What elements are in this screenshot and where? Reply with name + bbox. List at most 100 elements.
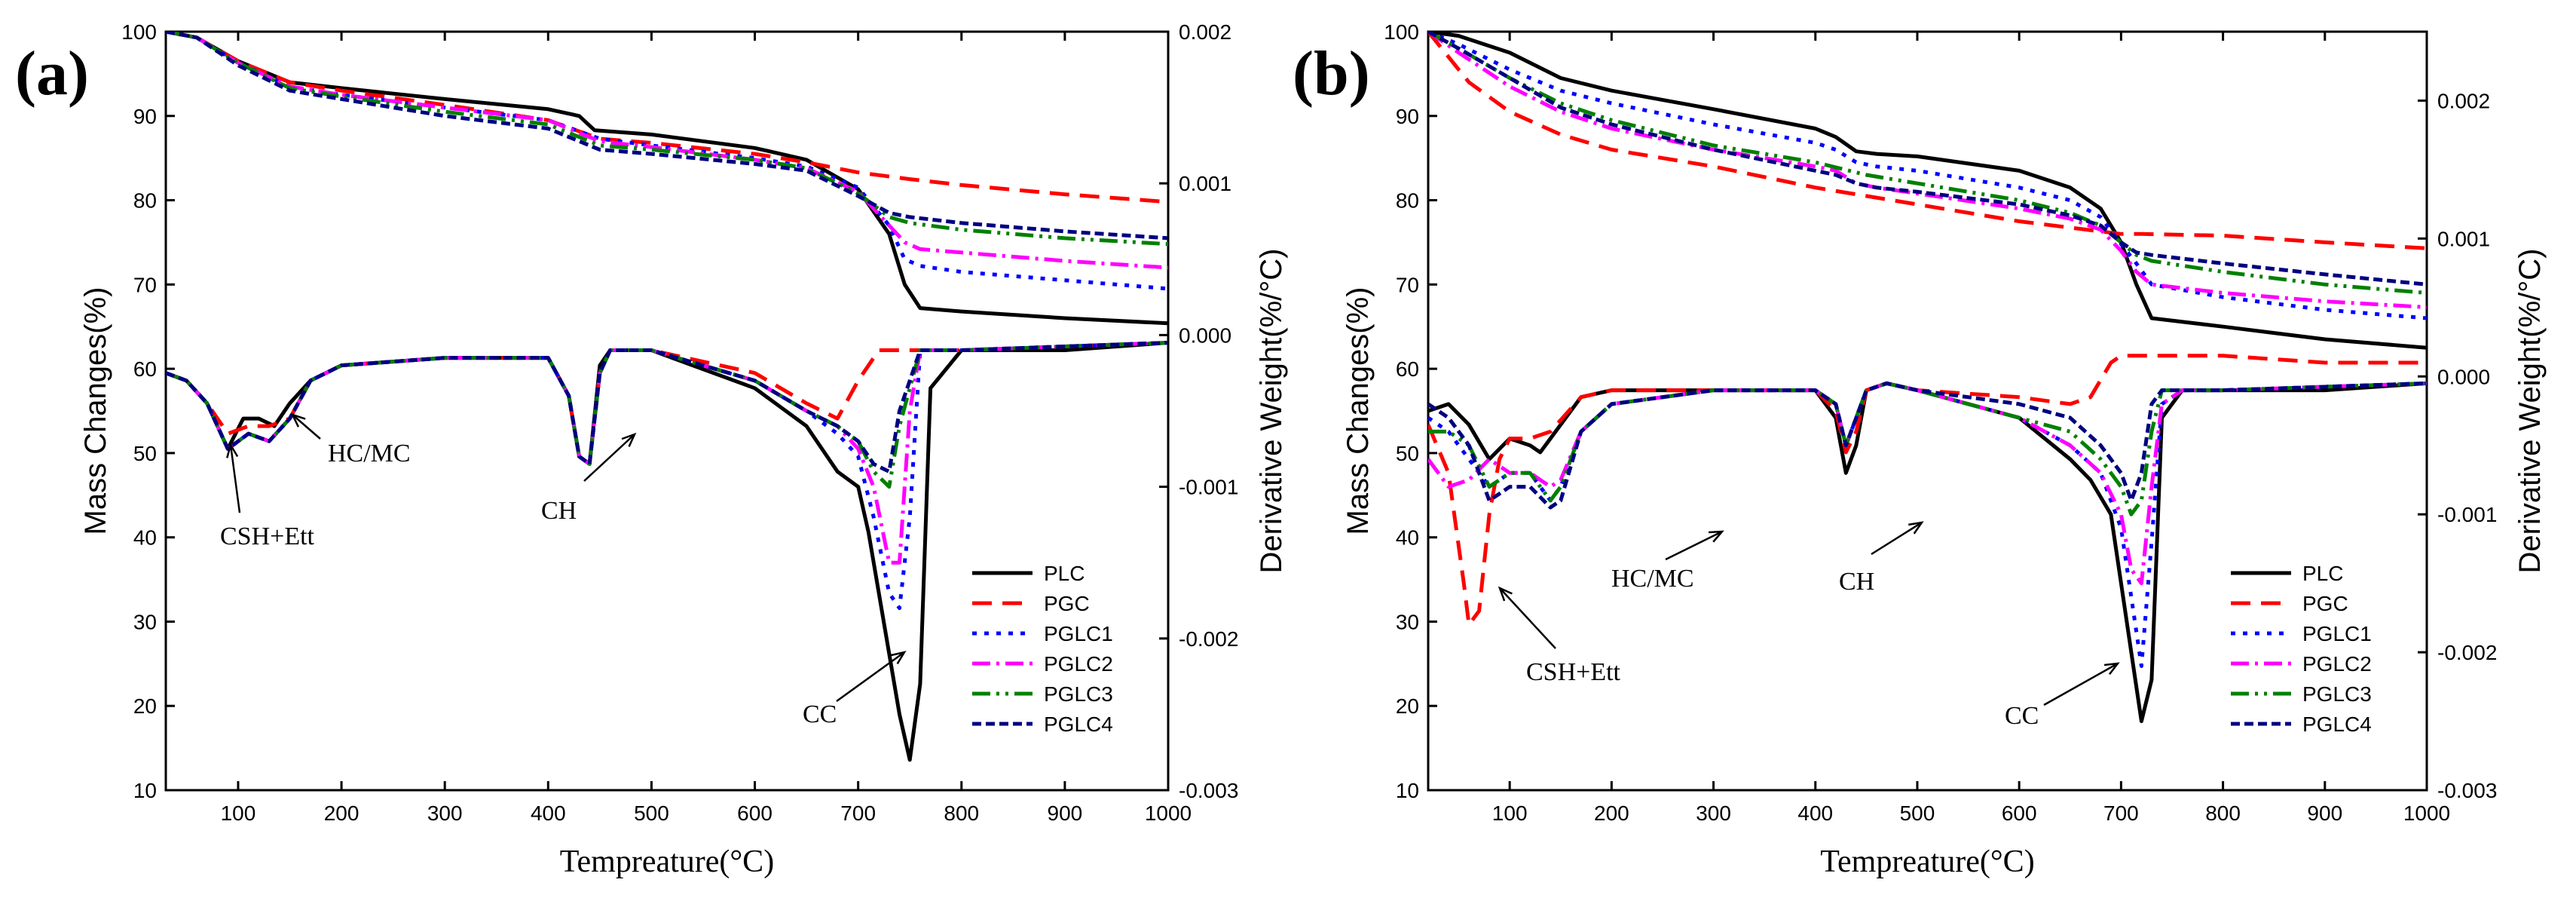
x-tick-label: 300 (427, 801, 463, 825)
dtg-line-pgc (166, 341, 1168, 466)
x-tick-label: 200 (324, 801, 359, 825)
y-right-tick-label: 0.002 (1179, 20, 1231, 44)
annotation-csh-ett: CSH+Ett (1526, 658, 1621, 686)
legend-label-pgc: PGC (2302, 592, 2348, 615)
chart-panel-b: 100 200 300 400 500 600 700 800 900 1000 10 20 30 40 5… (1293, 20, 2547, 879)
y-right-tick-label: -0.003 (2437, 779, 2497, 802)
y-right-tick-label: -0.003 (1179, 779, 1238, 802)
dtg-line-pglc3 (166, 341, 1168, 489)
y-left-tick-label: 20 (133, 694, 157, 718)
legend-label-pglc1: PGLC1 (2302, 622, 2372, 645)
legend-label-pglc2: PGLC2 (2302, 652, 2372, 676)
y-left-tick-label: 30 (133, 610, 157, 633)
dtg-line-pglc2 (166, 341, 1168, 565)
annotation-arrow-hc-mc (292, 414, 321, 440)
x-tick-label: 900 (2307, 801, 2342, 825)
y-left-tick-label: 40 (133, 526, 157, 550)
y-right-tick-label: 0.001 (1179, 172, 1231, 195)
y-left-tick-label: 50 (1396, 442, 1419, 465)
y-right-axis-title: Derivative Weight(%/°C) (1255, 249, 1288, 574)
plot-frame (164, 30, 1170, 792)
annotation-arrow-cc (2043, 662, 2119, 706)
mass-line-plc (1428, 32, 2427, 350)
annotation-cc: CC (803, 700, 837, 728)
legend-label-pglc2: PGLC2 (1044, 652, 1113, 676)
annotation-arrowhead-csh-ett (1498, 586, 1513, 602)
y-right-tick-label: -0.002 (1179, 627, 1238, 651)
dtg-line-pglc1 (1428, 381, 2427, 668)
annotation-arrow-ch (1871, 521, 1923, 556)
annotation-arrow-ch (583, 434, 635, 482)
mass-line-pglc1 (1428, 32, 2427, 320)
x-tick-label: 500 (634, 801, 669, 825)
mass-line-pglc2 (1428, 32, 2427, 309)
x-tick-label: 400 (1797, 801, 1833, 825)
y-left-tick-label: 90 (1396, 105, 1419, 128)
annotation-arrow-hc-mc (1665, 530, 1723, 561)
y-left-tick-label: 90 (133, 105, 157, 128)
annotation-arrowhead-hc-mc (1708, 530, 1724, 543)
y-left-tick-label: 60 (1396, 357, 1419, 381)
annotation-cc: CC (2005, 702, 2039, 730)
y-right-tick-label: 0.000 (2437, 365, 2490, 388)
x-axis-title: Tempreature(°C) (560, 844, 774, 879)
mass-line-pglc4 (1428, 32, 2427, 287)
legend-label-pglc4: PGLC4 (1044, 713, 1113, 736)
x-tick-label: 700 (840, 801, 876, 825)
annotation-ch: CH (541, 497, 577, 525)
annotation-arrowhead-ch (621, 432, 637, 447)
y-right-tick-label: 0.002 (2437, 89, 2490, 112)
y-left-tick-label: 30 (1396, 610, 1419, 633)
y-left-tick-label: 100 (1384, 20, 1419, 44)
panel-label: (a) (15, 38, 89, 109)
y-right-tick-label: -0.002 (2437, 641, 2497, 664)
dtg-line-pglc3 (1428, 381, 2427, 516)
legend-label-pglc4: PGLC4 (2302, 713, 2372, 736)
dtg-line-pglc4 (1428, 381, 2427, 510)
y-left-tick-label: 100 (121, 20, 157, 44)
x-tick-label: 600 (737, 801, 772, 825)
y-right-tick-label: 0.000 (1179, 323, 1231, 347)
x-tick-label: 600 (2002, 801, 2037, 825)
legend-label-plc: PLC (1044, 562, 1085, 585)
annotation-arrowhead-hc-mc (290, 412, 306, 428)
mass-line-plc (166, 32, 1168, 326)
x-tick-label: 300 (1696, 801, 1731, 825)
dtg-line-pglc4 (166, 341, 1168, 474)
dtg-line-pglc2 (1428, 381, 2427, 586)
y-right-tick-label: -0.001 (2437, 503, 2497, 526)
y-left-tick-label: 10 (1396, 779, 1419, 802)
x-tick-label: 800 (2205, 801, 2241, 825)
x-tick-label: 100 (221, 801, 256, 825)
legend-label-pglc3: PGLC3 (1044, 682, 1113, 706)
y-left-tick-label: 70 (133, 273, 157, 296)
x-axis-title: Tempreature(°C) (1820, 844, 2034, 879)
mass-line-pglc1 (166, 32, 1168, 291)
annotation-arrowhead-csh-ett (226, 442, 239, 458)
y-right-tick-label: -0.001 (1179, 476, 1238, 499)
annotation-csh-ett: CSH+Ett (220, 523, 315, 550)
annotation-arrow-csh-ett (229, 444, 241, 513)
y-left-tick-label: 50 (133, 442, 157, 465)
x-tick-label: 1000 (1145, 801, 1192, 825)
x-tick-label: 100 (1492, 801, 1528, 825)
dtg-line-plc (166, 341, 1168, 762)
legend-label-pglc3: PGLC3 (2302, 682, 2372, 706)
x-tick-label: 700 (2103, 801, 2139, 825)
x-tick-label: 200 (1594, 801, 1629, 825)
annotation-hc-mc: HC/MC (328, 440, 411, 467)
annotation-arrow-csh-ett (1499, 587, 1556, 649)
annotation-arrowhead-cc (891, 651, 907, 665)
mass-line-pglc3 (166, 32, 1168, 247)
legend-label-pgc: PGC (1044, 592, 1090, 615)
legend-label-pglc1: PGLC1 (1044, 622, 1113, 645)
annotation-arrowhead-cc (2103, 662, 2120, 675)
dtg-line-pgc (1428, 354, 2427, 627)
x-tick-label: 500 (1900, 801, 1935, 825)
y-left-axis-title: Mass Changes(%) (79, 287, 112, 535)
y-left-tick-label: 70 (1396, 273, 1419, 296)
mass-line-pgc (166, 32, 1168, 204)
annotation-arrowhead-ch (1908, 521, 1924, 535)
annotation-ch: CH (1839, 568, 1874, 596)
mass-line-pglc3 (1428, 32, 2427, 295)
